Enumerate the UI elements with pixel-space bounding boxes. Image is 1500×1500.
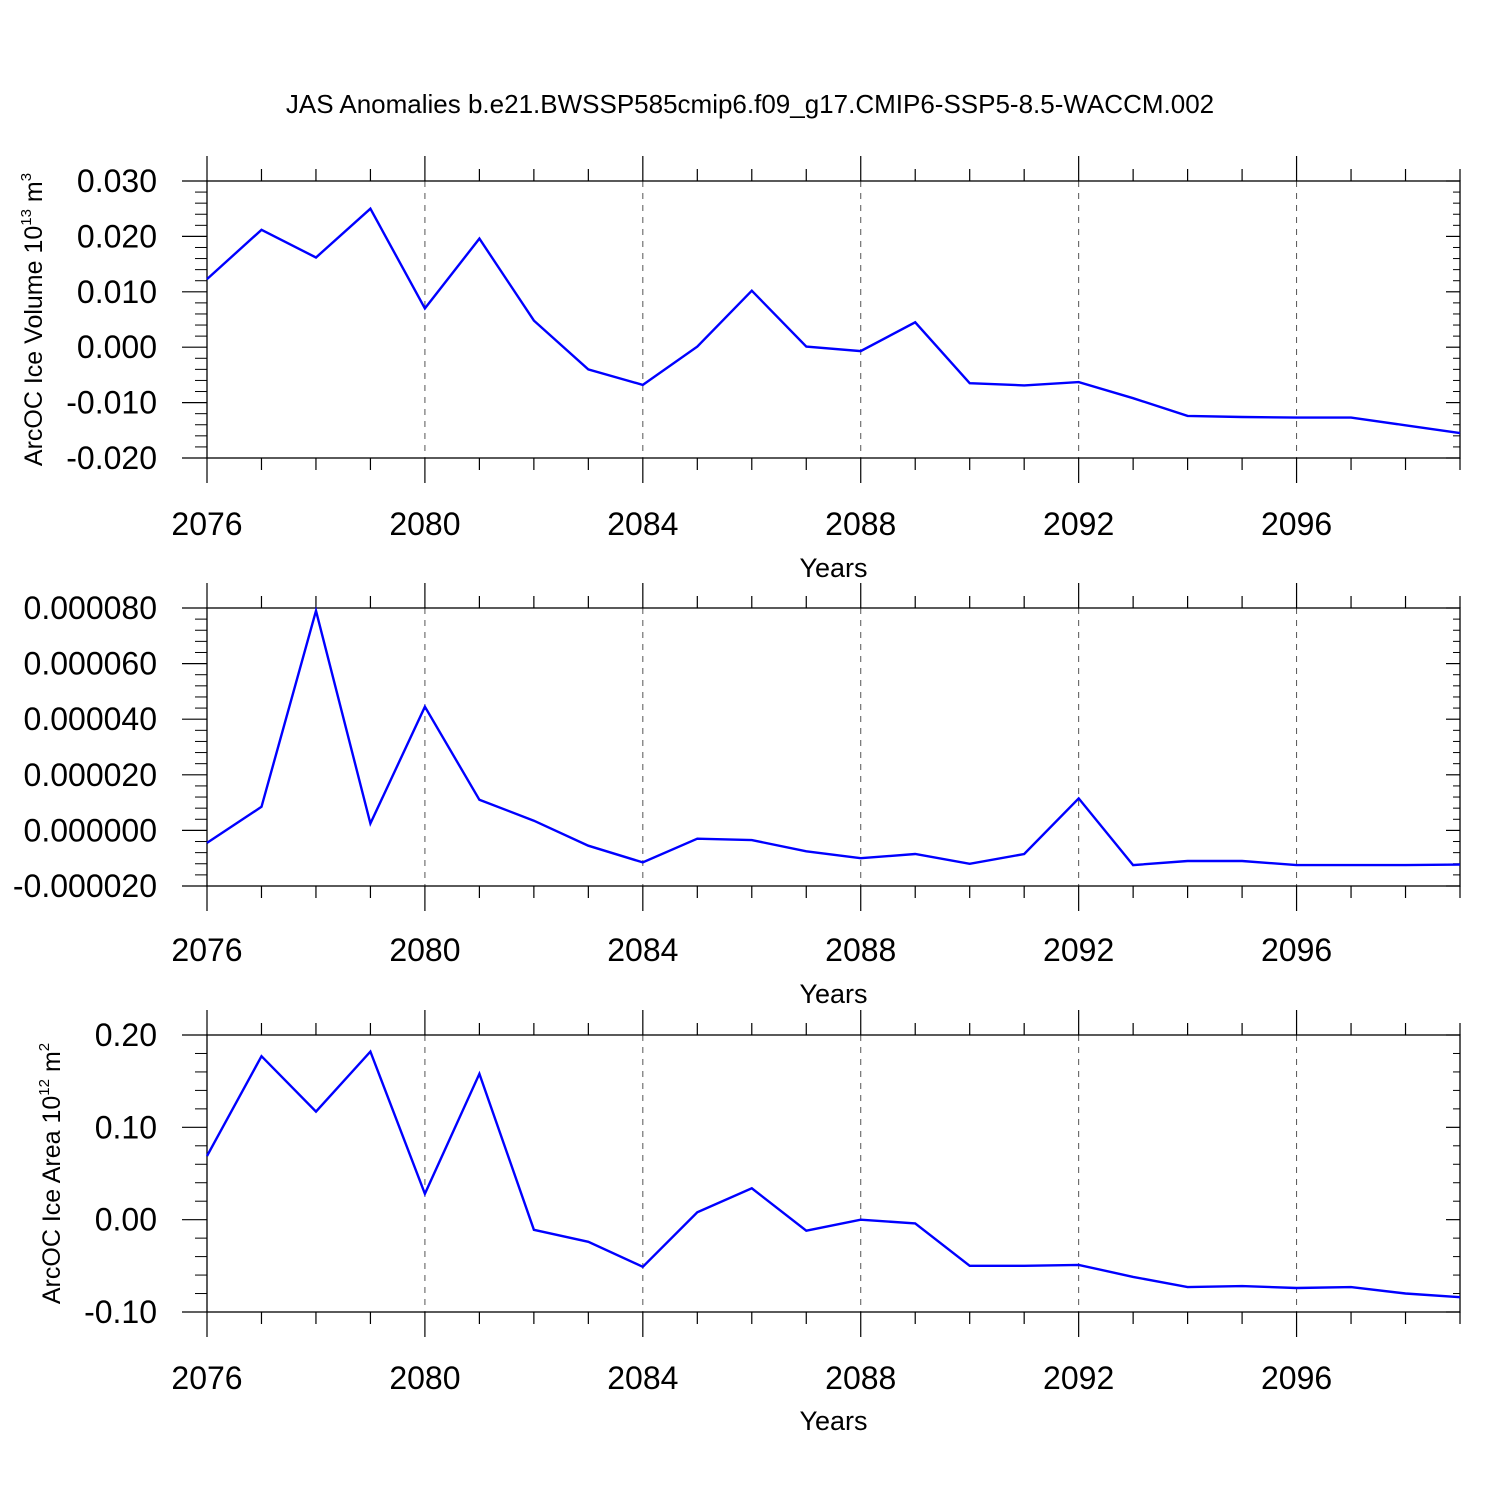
chart-panel-3: 2076 2080 2084 2088 2092 2096 Years -0.10 0.00 0.… <box>36 1010 1461 1436</box>
x-tick-label: 2076 <box>171 506 242 542</box>
y-tick-label: -0.000020 <box>13 868 157 904</box>
y-axis-label-unit: m <box>20 181 48 209</box>
y-tick-label: 0.000080 <box>24 590 157 626</box>
y-tick-label: -0.010 <box>66 385 157 421</box>
x-tick-label: 2080 <box>389 932 460 968</box>
x-tick-label: 2088 <box>825 932 896 968</box>
chart-panels: 2076 2080 2084 2088 2092 2096 Years -0.020 -0.01… <box>13 156 1461 1436</box>
y-tick-label: 0.000000 <box>24 812 157 848</box>
y-tick-label: 0.20 <box>95 1017 157 1053</box>
x-tick-label: 2084 <box>607 932 678 968</box>
y-axis-label: ArcOC Ice Area 1012 m2 <box>36 1043 66 1304</box>
x-tick-label: 2092 <box>1043 506 1114 542</box>
y-axis-label-unit: m <box>38 1051 66 1079</box>
x-tick-label: 2092 <box>1043 932 1114 968</box>
y-tick-label: 0.010 <box>77 274 157 310</box>
series-line-1 <box>206 206 1461 435</box>
y-axis-label-exponent: 12 <box>36 1079 53 1096</box>
series-line-1 <box>205 1049 1461 1299</box>
x-tick-label: 2084 <box>607 1360 678 1396</box>
figure-title: JAS Anomalies b.e21.BWSSP585cmip6.f09_g1… <box>286 89 1214 119</box>
series-line-1 <box>206 606 1461 867</box>
x-axis-label: Years <box>799 1406 867 1436</box>
y-axis-label: ArcOC Ice Volume 1013 m3 <box>18 173 48 466</box>
y-tick-label: 0.030 <box>77 163 157 199</box>
y-tick-label: -0.020 <box>66 440 157 476</box>
x-tick-label: 2076 <box>171 1360 242 1396</box>
x-tick-label: 2092 <box>1043 1360 1114 1396</box>
y-axis-label-unit-exponent: 2 <box>36 1043 53 1051</box>
chart-panel-2: 2076 2080 2084 2088 2092 2096 Years -0.000020 0.… <box>13 583 1461 1009</box>
x-tick-label: 2080 <box>389 506 460 542</box>
plot-frame <box>206 1034 1461 1313</box>
plot-frame <box>206 180 1461 459</box>
y-tick-label: 0.000020 <box>24 757 157 793</box>
x-tick-label: 2088 <box>825 506 896 542</box>
x-tick-label: 2088 <box>825 1360 896 1396</box>
y-tick-label: 0.000040 <box>24 701 157 737</box>
chart-panel-1: 2076 2080 2084 2088 2092 2096 Years -0.020 -0.01… <box>18 156 1461 583</box>
y-tick-label: -0.10 <box>84 1294 157 1330</box>
y-tick-label: 0.020 <box>77 218 157 254</box>
y-tick-label: 0.10 <box>95 1109 157 1145</box>
plot-frame <box>206 607 1461 887</box>
y-tick-label: 0.000060 <box>24 646 157 682</box>
x-tick-label: 2096 <box>1261 932 1332 968</box>
y-tick-label: 0.000 <box>77 329 157 365</box>
y-tick-label: 0.00 <box>95 1202 157 1238</box>
x-axis-label: Years <box>799 553 867 583</box>
y-axis-label-exponent: 13 <box>18 209 35 226</box>
x-tick-label: 2080 <box>389 1360 460 1396</box>
x-tick-label: 2096 <box>1261 506 1332 542</box>
x-tick-label: 2076 <box>171 932 242 968</box>
x-axis-label: Years <box>799 979 867 1009</box>
x-tick-label: 2096 <box>1261 1360 1332 1396</box>
x-tick-label: 2084 <box>607 506 678 542</box>
y-axis-label-unit-exponent: 3 <box>18 173 35 181</box>
y-axis-label-text: ArcOC Ice Volume 10 <box>20 226 48 466</box>
y-axis-label-text: ArcOC Ice Area 10 <box>38 1096 66 1304</box>
